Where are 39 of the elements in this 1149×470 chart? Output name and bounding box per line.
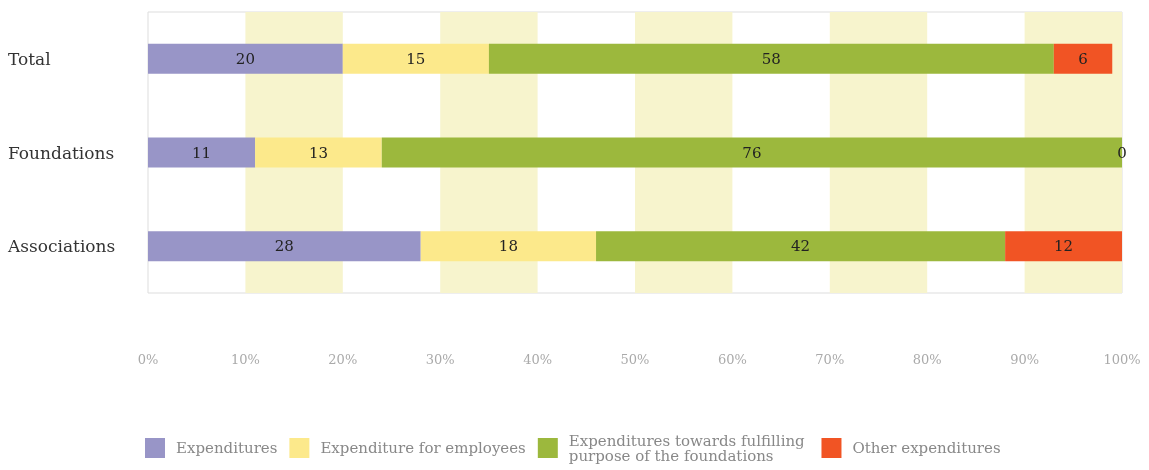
data-label: 28 [274,237,294,256]
legend-label: Other expenditures [852,439,1001,457]
bar [255,137,382,168]
data-label: 6 [1078,49,1088,68]
x-tick-label: 30% [425,352,455,367]
y-tick-label: Associations [7,236,116,257]
x-tick-label: 50% [620,352,650,367]
x-tick-label: 20% [328,352,358,367]
y-tick-label: Total [8,48,51,69]
data-label: 13 [308,143,328,162]
x-tick-label: 60% [717,352,747,367]
x-tick-label: 10% [230,352,260,367]
data-label: 11 [192,143,212,162]
data-label: 58 [761,49,781,68]
x-tick-label: 90% [1010,352,1040,367]
bar [148,231,421,262]
y-tick-label: Foundations [8,142,115,163]
bar [148,137,256,168]
legend-label: Expenditures towards fulfilling purpose of the foundations [568,431,810,465]
x-tick-label: 40% [523,352,553,367]
legend-label: Expenditure for employees [320,439,526,457]
data-label: 20 [235,49,255,68]
x-tick-label: 70% [815,352,845,367]
bar [342,43,489,74]
bar [1005,231,1122,262]
legend-label: Expenditures [176,439,278,457]
bar [420,231,597,262]
x-tick-label: 80% [912,352,942,367]
bar [596,231,1006,262]
data-label: 12 [1054,237,1074,256]
bar [148,43,343,74]
data-label: 42 [791,237,811,256]
data-label: 15 [406,49,426,68]
x-tick-label: 100% [1103,352,1141,367]
bar [488,43,1054,74]
data-label: 18 [498,237,518,256]
x-tick-label: 0% [137,352,159,367]
bar [1053,43,1113,74]
data-label: 76 [742,143,762,162]
